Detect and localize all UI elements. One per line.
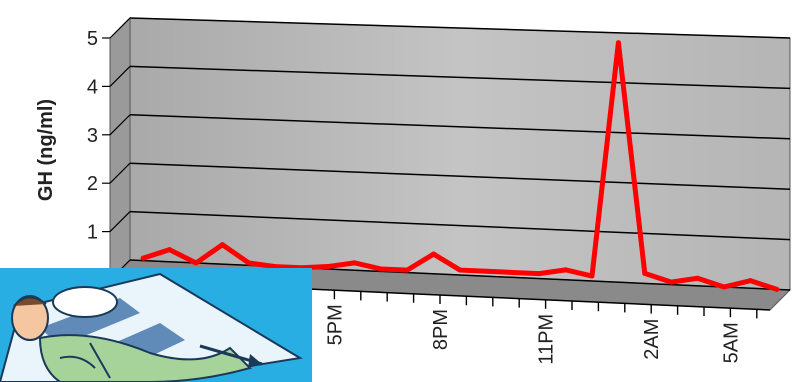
y-tick-label: 2 bbox=[87, 173, 98, 195]
gridline-side bbox=[109, 65, 131, 87]
gridline-side bbox=[109, 17, 131, 39]
gridline-side bbox=[109, 211, 131, 233]
data-point bbox=[563, 267, 569, 273]
data-point bbox=[668, 279, 674, 285]
data-point bbox=[325, 264, 331, 270]
plot-side-wall bbox=[109, 16, 131, 282]
data-point bbox=[404, 267, 410, 273]
data-point bbox=[747, 278, 753, 284]
y-tick-label: 5 bbox=[87, 28, 98, 50]
data-point bbox=[431, 251, 437, 257]
gridline-side bbox=[109, 162, 131, 184]
y-axis-title: GH (ng/ml) bbox=[35, 99, 57, 201]
data-point bbox=[457, 267, 463, 273]
data-point bbox=[615, 40, 621, 46]
y-tick-label: 1 bbox=[87, 222, 98, 244]
x-tick-label: 11PM bbox=[536, 314, 558, 365]
gridline bbox=[129, 17, 791, 39]
gridline bbox=[129, 259, 791, 291]
y-tick-label: 3 bbox=[87, 125, 98, 147]
sleeping-person-illustration-icon bbox=[0, 268, 312, 382]
x-tick-label: 5PM bbox=[324, 304, 346, 345]
series-line bbox=[140, 40, 780, 292]
data-point bbox=[246, 260, 252, 266]
data-point bbox=[351, 260, 357, 266]
data-point bbox=[589, 273, 595, 279]
x-tick-label: 2AM bbox=[641, 319, 663, 360]
gridlines bbox=[109, 17, 791, 291]
gridline bbox=[129, 210, 791, 241]
data-point bbox=[642, 270, 648, 276]
data-point bbox=[774, 286, 780, 292]
data-point bbox=[167, 247, 173, 253]
data-point bbox=[272, 264, 278, 270]
x-tick-label: 8PM bbox=[430, 309, 452, 350]
gridline bbox=[129, 114, 791, 140]
gridline bbox=[129, 65, 791, 90]
data-point bbox=[483, 268, 489, 274]
data-point bbox=[536, 271, 542, 277]
x-tick-label: 5AM bbox=[720, 322, 742, 363]
data-point bbox=[695, 275, 701, 281]
data-point bbox=[140, 255, 146, 261]
y-tick-label: 4 bbox=[87, 76, 98, 98]
data-point bbox=[378, 266, 384, 272]
y-axis: 012345 bbox=[87, 28, 110, 292]
data-point bbox=[721, 284, 727, 290]
data-point bbox=[510, 269, 516, 275]
data-point bbox=[193, 260, 199, 266]
gridline-side bbox=[109, 114, 131, 136]
data-point bbox=[219, 242, 225, 248]
gridline bbox=[129, 162, 791, 190]
